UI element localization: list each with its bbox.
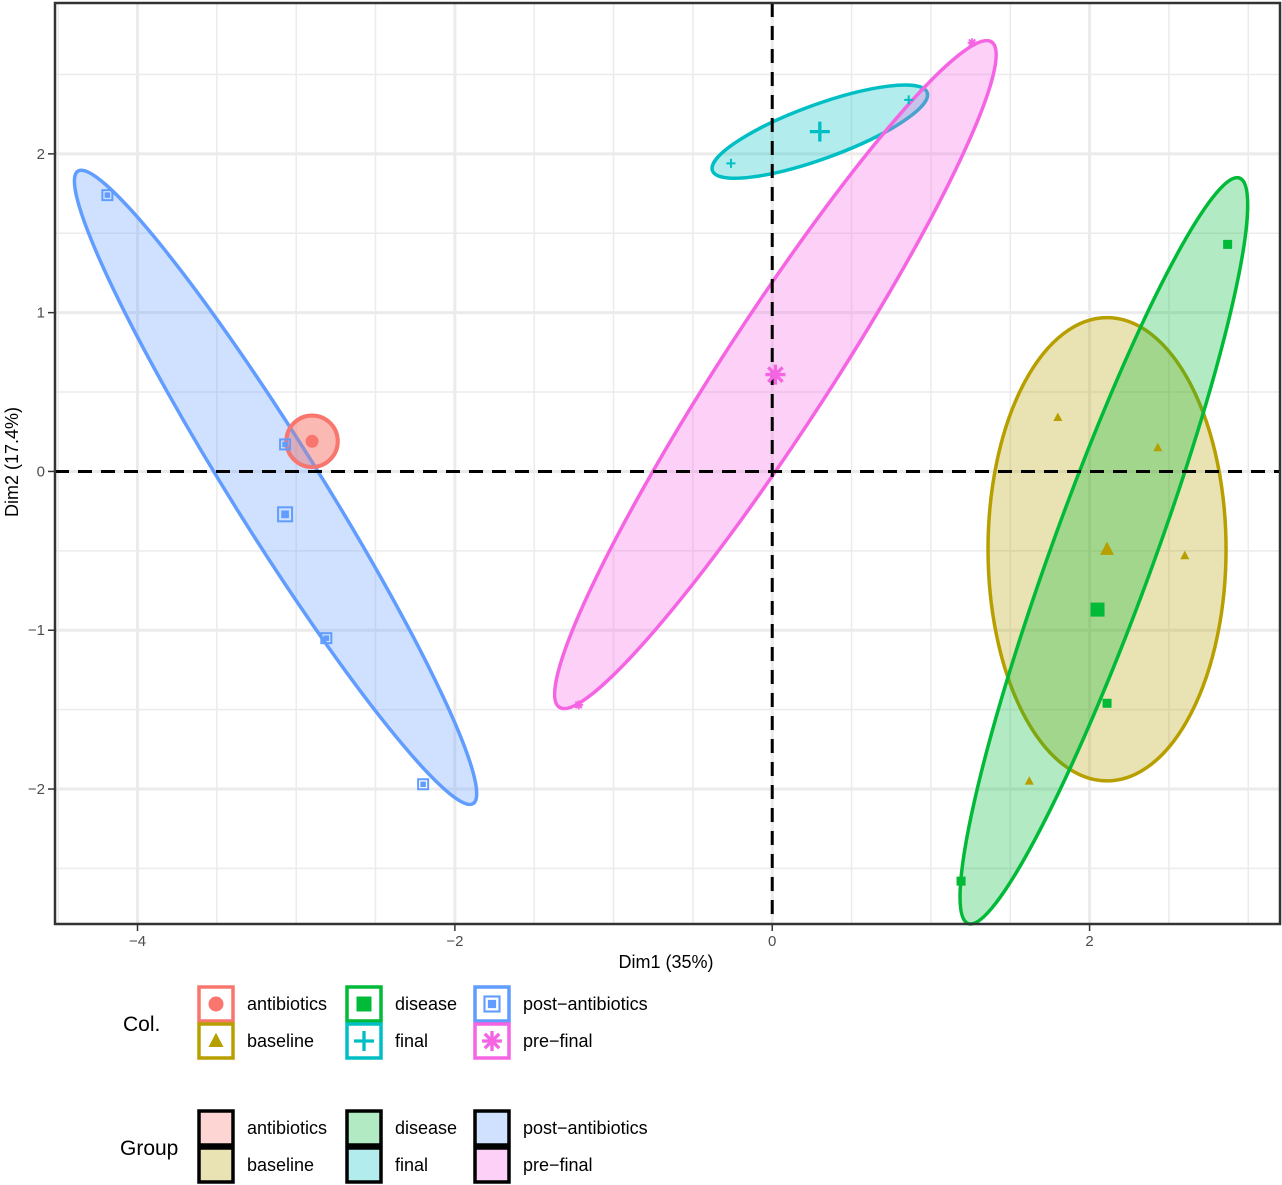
legend-marker-antibiotics (208, 996, 224, 1012)
legend-marker-final (354, 1031, 374, 1051)
legend-key-disease (345, 1109, 383, 1147)
centroid-post-antibiotics (281, 510, 289, 519)
centroid-disease (1090, 602, 1105, 617)
point-post-antibiotics-frame (279, 438, 292, 451)
legend-label-post-antibiotics: post−antibiotics (523, 1118, 648, 1138)
legend-key-baseline (197, 1146, 235, 1184)
y-tick-label: 1 (37, 305, 45, 322)
legend-key-pre-final (473, 1022, 511, 1060)
point-post-antibiotics-frame (320, 632, 333, 645)
reference-lines (55, 3, 1280, 924)
point-disease (1102, 698, 1112, 708)
point-baseline (1153, 442, 1163, 452)
point-final (904, 95, 914, 105)
legend-key-antibiotics (197, 985, 235, 1023)
point-post-antibiotics (420, 781, 426, 788)
legend-group: Group antibiotics disease post−antibiotics b… (120, 1109, 648, 1184)
legend-label-final: final (395, 1155, 428, 1175)
point-baseline (1024, 776, 1034, 785)
y-axis-ticks: −2 −1 0 1 2 (28, 146, 54, 798)
legend-col: Col. antibiotics disease post−antibiotics ba… (123, 985, 648, 1060)
point-post-antibiotics-frame (417, 778, 430, 791)
point-pre-final (967, 38, 977, 48)
legend-key-post-antibiotics (473, 1109, 511, 1147)
legend-key-post-antibiotics (473, 985, 511, 1023)
legend-marker-pre-final (482, 1031, 502, 1051)
point-baseline (1053, 412, 1063, 422)
legend-marker-disease (356, 996, 372, 1012)
x-tick-label: 0 (768, 933, 776, 950)
centroid-final (809, 121, 830, 142)
legend-label-disease: disease (395, 994, 457, 1014)
legend-label-antibiotics: antibiotics (247, 1118, 327, 1138)
data-points (101, 38, 1233, 886)
y-tick-label: 0 (37, 463, 45, 480)
legend-label-baseline: baseline (247, 1031, 314, 1051)
x-axis-title: Dim1 (35%) (618, 952, 713, 972)
legend-key-antibiotics (197, 1109, 235, 1147)
legend-label-disease: disease (395, 1118, 457, 1138)
point-post-antibiotics (282, 441, 288, 448)
legend-key-final (345, 1146, 383, 1184)
legend-key-baseline (197, 1022, 235, 1060)
y-tick-label: −1 (28, 622, 45, 639)
x-axis-ticks: −4 −2 0 2 (129, 925, 1094, 950)
legend-key-disease (345, 985, 383, 1023)
panel-border (53, 1, 1282, 926)
point-baseline (1180, 550, 1190, 560)
legend-marker-baseline (208, 1032, 224, 1047)
point-post-antibiotics (323, 635, 330, 641)
legend-label-final: final (395, 1031, 428, 1051)
legend-group-title: Group (120, 1137, 178, 1160)
point-final (726, 158, 736, 168)
centroid-pre-final (765, 364, 786, 385)
centroid-antibiotics (305, 434, 319, 448)
x-tick-label: −4 (129, 933, 146, 950)
x-tick-label: 2 (1085, 933, 1093, 950)
y-axis-title: Dim2 (17.4%) (2, 407, 22, 517)
legend-marker-post-antibiotics (487, 999, 497, 1009)
legend-key-pre-final (473, 1146, 511, 1184)
legend-col-title: Col. (123, 1013, 160, 1036)
y-tick-label: −2 (28, 781, 45, 798)
point-disease (956, 876, 966, 886)
legend-label-antibiotics: antibiotics (247, 994, 327, 1014)
point-post-antibiotics-frame (101, 189, 114, 202)
x-tick-label: −2 (446, 933, 463, 950)
ellipse-post-antibiotics (72, 168, 479, 807)
point-pre-final (574, 700, 584, 710)
legend-label-pre-final: pre−final (523, 1155, 593, 1175)
legend-label-post-antibiotics: post−antibiotics (523, 994, 648, 1014)
centroid-post-antibiotics-frame (277, 506, 294, 523)
legend-marker-post-antibiotics-frame (483, 995, 501, 1013)
y-tick-label: 2 (37, 146, 45, 163)
point-post-antibiotics (104, 192, 111, 198)
point-disease (1223, 239, 1233, 249)
legend-label-pre-final: pre−final (523, 1031, 593, 1051)
centroid-baseline (1100, 541, 1115, 555)
legend-label-baseline: baseline (247, 1155, 314, 1175)
group-ellipses (72, 38, 1250, 926)
